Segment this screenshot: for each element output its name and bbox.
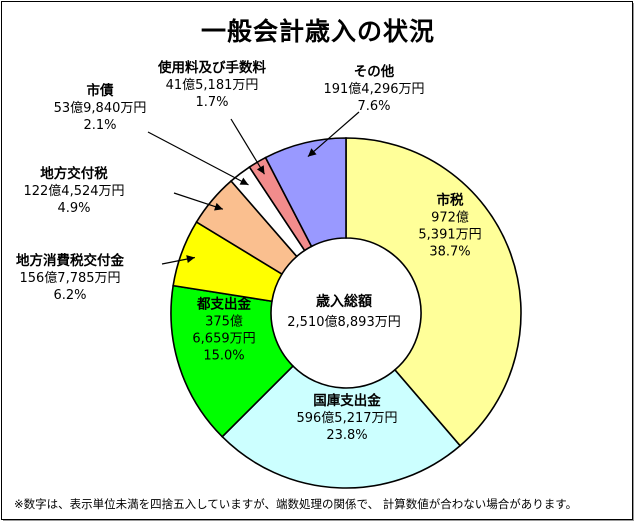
slice-1-amount: 5,391万円 bbox=[418, 228, 481, 243]
slice-7-amount: 41億5,181万円 bbox=[166, 77, 259, 93]
slice-8-leader bbox=[307, 111, 360, 158]
slice-8-name: その他 bbox=[354, 63, 395, 80]
slice-4-arrowhead bbox=[186, 255, 195, 263]
slice-1 bbox=[345, 137, 522, 447]
slice-2 bbox=[221, 364, 462, 489]
slice-7-leader bbox=[230, 118, 265, 175]
slice-6-amount: 53億9,840万円 bbox=[54, 100, 147, 116]
slice-3-amount: 6,659万円 bbox=[192, 332, 255, 347]
slice-8-arrowhead bbox=[307, 148, 317, 157]
slice-7-name: 使用料及び手数料 bbox=[157, 59, 266, 76]
slice-4-name: 地方消費税交付金 bbox=[16, 252, 124, 269]
slice-8-percent: 7.6% bbox=[357, 99, 390, 114]
slice-4-percent: 6.2% bbox=[53, 288, 86, 303]
slice-1-amount: 972億 bbox=[431, 210, 469, 226]
slice-1-name: 市税 bbox=[437, 192, 464, 209]
slice-2-percent: 23.8% bbox=[326, 428, 367, 443]
slice-5-arrowhead bbox=[214, 202, 223, 211]
footnote: ※数字は、表示単位未満を四捨五入していますが、端数処理の関係で、 計算数値が合わ… bbox=[14, 497, 578, 511]
slice-3-amount: 375億 bbox=[205, 314, 243, 330]
slice-1-percent: 38.7% bbox=[429, 245, 470, 260]
slice-5-name: 地方交付税 bbox=[40, 165, 108, 182]
center-label: 歳入総額 bbox=[316, 293, 372, 310]
slice-5-amount: 122億4,524万円 bbox=[23, 183, 124, 199]
slice-6-name: 市債 bbox=[87, 82, 114, 99]
slice-6-arrowhead bbox=[239, 177, 249, 185]
slice-8 bbox=[264, 137, 347, 248]
slice-3-name: 都支出金 bbox=[196, 296, 251, 313]
slice-4-amount: 156億7,785万円 bbox=[19, 270, 120, 286]
slice-5-leader bbox=[173, 192, 224, 210]
slice-2-name: 国庫支出金 bbox=[313, 392, 381, 409]
slice-5-percent: 4.9% bbox=[57, 201, 90, 216]
chart-title: 一般会計歳入の状況 bbox=[200, 17, 435, 46]
slice-6-percent: 2.1% bbox=[83, 118, 116, 133]
slice-3-percent: 15.0% bbox=[203, 349, 244, 364]
slice-6-leader bbox=[147, 131, 249, 186]
slice-3 bbox=[170, 284, 295, 438]
slice-7-percent: 1.7% bbox=[195, 95, 228, 110]
slice-7-arrowhead bbox=[256, 165, 265, 175]
center-value: 2,510億8,893万円 bbox=[287, 314, 400, 330]
slice-2-amount: 596億5,217万円 bbox=[296, 410, 397, 426]
slice-8-amount: 191億4,296万円 bbox=[323, 81, 424, 97]
